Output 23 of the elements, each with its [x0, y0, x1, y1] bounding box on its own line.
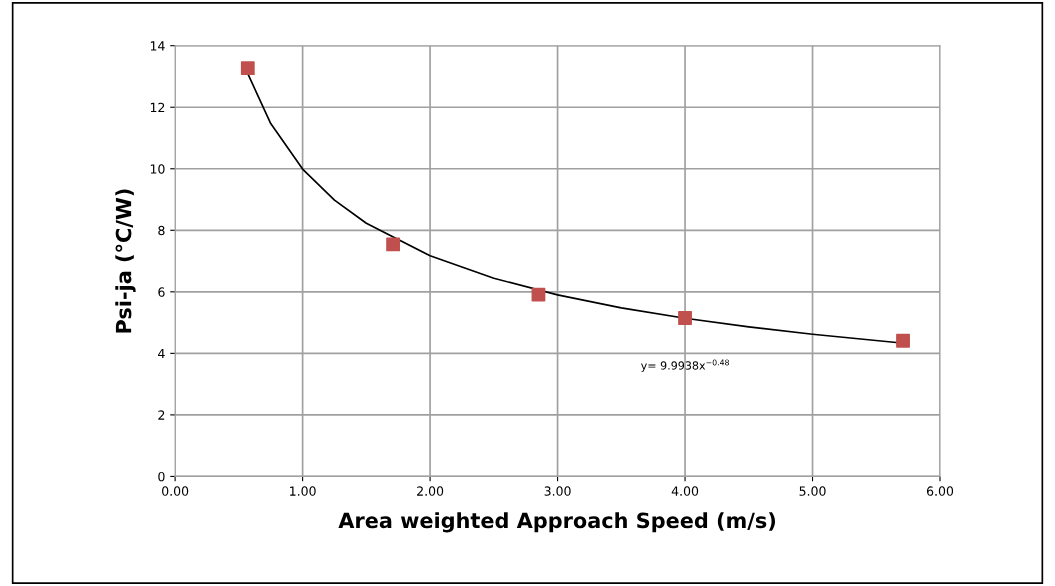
- y-tick-label: 14: [150, 41, 165, 51]
- x-axis-title: Area weighted Approach Speed (m/s): [338, 512, 776, 533]
- y-tick-label: 8: [158, 225, 165, 236]
- x-tick-label: 2.00: [417, 486, 444, 496]
- y-tick-label: 4: [158, 348, 165, 359]
- x-tick-label: 3.00: [544, 486, 571, 496]
- x-tick-label: 4.00: [671, 486, 699, 496]
- point: [240, 61, 255, 76]
- x-tick-label: 0.00: [162, 486, 189, 496]
- point: [678, 311, 692, 325]
- y-tick-label: 0: [158, 471, 165, 482]
- x-tick-label: 5.00: [799, 486, 826, 496]
- x-tick-label: 1.00: [290, 486, 316, 496]
- y-tick-label: 2: [158, 410, 165, 420]
- point: [531, 287, 546, 302]
- y-axis-title: Psi-ja (°C/W): [115, 189, 136, 333]
- point: [896, 333, 910, 348]
- annotation: y= 9.9938x$^{−0.48}$: [641, 359, 729, 372]
- x-tick-label: 6.00: [926, 486, 954, 496]
- y-tick-label: 12: [150, 102, 165, 112]
- y-tick-label: 6: [158, 287, 165, 297]
- point: [386, 237, 401, 252]
- y-tick-label: 10: [150, 164, 165, 174]
